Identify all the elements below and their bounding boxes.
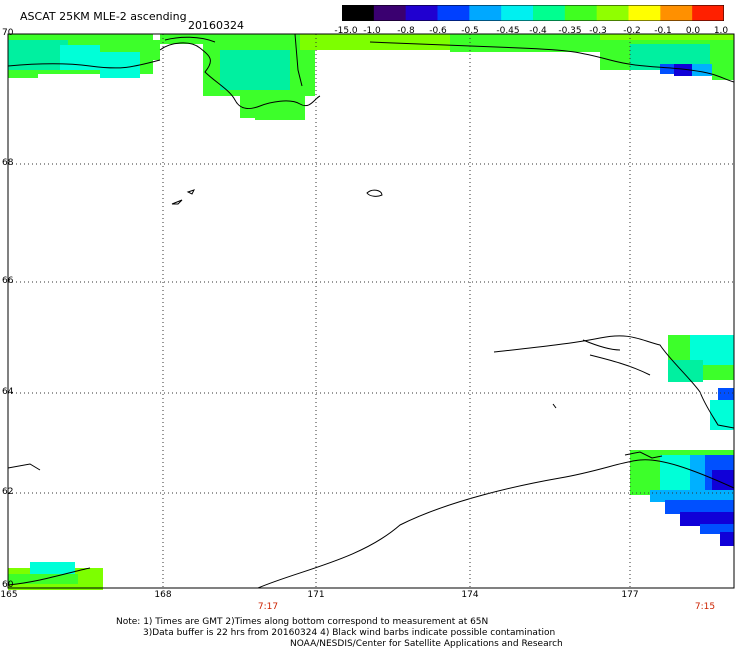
colorbar-label: 0.0	[685, 26, 701, 36]
colorbar-labels: -15.0 -1.0 -0.8 -0.6 -0.5 -0.45 -0.4 -0.…	[330, 26, 730, 38]
colorbar-label: -0.8	[397, 26, 415, 36]
colorbar-label: -0.35	[558, 26, 582, 36]
data-swath-southeast	[630, 450, 734, 546]
lat-label-62: 62	[2, 487, 14, 497]
coastlines	[7, 33, 735, 589]
time-label-right: 7:15	[694, 602, 716, 612]
colorbar-label: -0.4	[529, 26, 547, 36]
colorbar-label: -0.2	[623, 26, 641, 36]
colorbar-swatch	[469, 5, 502, 21]
colorbar-swatch	[660, 5, 693, 21]
colorbar-label: -0.6	[429, 26, 447, 36]
data-swath-north-center	[160, 34, 315, 120]
colorbar-label: -0.3	[589, 26, 607, 36]
colorbar-label: -0.45	[496, 26, 520, 36]
colorbar-swatch	[533, 5, 566, 21]
colorbar-swatch	[405, 5, 438, 21]
lat-label-70: 70	[2, 28, 14, 38]
colorbar-label: -0.5	[461, 26, 479, 36]
colorbar-swatch	[692, 5, 724, 21]
colorbar-swatch	[628, 5, 661, 21]
lat-label-66: 66	[2, 276, 14, 286]
time-label-left: 7:17	[257, 602, 279, 612]
lat-label-60: 60	[2, 580, 14, 590]
lat-label-64: 64	[2, 387, 14, 397]
colorbar-label: -1.0	[363, 26, 381, 36]
colorbar	[342, 5, 724, 21]
colorbar-swatch	[373, 5, 407, 21]
colorbar-swatch	[564, 5, 598, 21]
data-swath-northwest	[8, 34, 160, 78]
lon-label-171: 171	[307, 590, 325, 600]
colorbar-swatch	[596, 5, 629, 21]
map-frame	[7, 33, 735, 589]
lon-label-177: 177	[621, 590, 639, 600]
colorbar-swatch	[501, 5, 534, 21]
map-title: ASCAT 25KM MLE-2 ascending	[20, 10, 187, 23]
colorbar-label: -0.1	[654, 26, 672, 36]
note-line-1: Note: 1) Times are GMT 2)Times along bot…	[116, 617, 489, 627]
map-date: 20160324	[188, 19, 244, 32]
note-line-3: NOAA/NESDIS/Center for Satellite Applica…	[290, 639, 563, 649]
colorbar-label: -15.0	[334, 26, 358, 36]
lon-label-165: 165	[0, 590, 18, 600]
data-swath-east	[668, 335, 734, 430]
lon-label-168: 168	[154, 590, 172, 600]
colorbar-swatch	[342, 5, 375, 21]
colorbar-swatch	[437, 5, 470, 21]
note-line-2: 3)Data buffer is 22 hrs from 20160324 4)…	[143, 628, 556, 638]
colorbar-label: 1.0	[713, 26, 729, 36]
graticule	[8, 34, 734, 588]
data-swath-northeast	[300, 34, 734, 80]
lat-label-68: 68	[2, 158, 14, 168]
lon-label-174: 174	[461, 590, 479, 600]
